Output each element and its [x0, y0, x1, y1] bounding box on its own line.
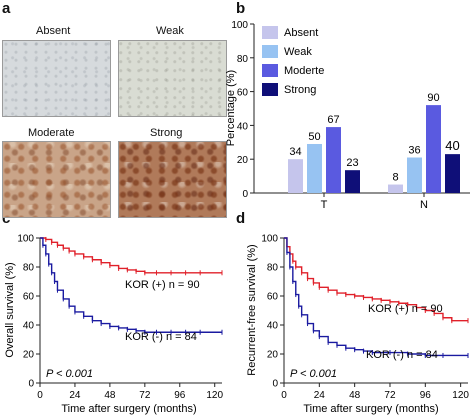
bar-data-label: 90	[427, 92, 439, 104]
bar-strong-n	[445, 154, 460, 193]
os-y-tick-label: 100	[17, 234, 34, 245]
bar-y-tick-label: 0	[242, 189, 248, 200]
micrograph-label-absent: Absent	[36, 25, 71, 37]
os-series-label-kor-positive: KOR (+) n = 90	[125, 279, 200, 291]
micrograph-label-weak: Weak	[156, 25, 184, 37]
rfs-y-tick-label: 40	[267, 321, 279, 332]
rfs-series-label-kor-negative: KOR (-) n = 84	[366, 349, 438, 361]
legend-swatch-strong	[262, 83, 278, 96]
os-p-value: P < 0.001	[46, 368, 93, 380]
micrograph-label-moderate: Moderate	[28, 127, 75, 139]
os-x-tick-label: 48	[104, 390, 116, 401]
bar-data-label: 8	[392, 172, 398, 184]
rfs-x-axis-label: Time after surgery (months)	[303, 403, 438, 415]
rfs-x-tick-label: 24	[314, 390, 326, 401]
bar-data-label: 40	[445, 138, 459, 153]
os-y-tick-label: 60	[23, 292, 35, 303]
bar-y-axis-label: Percentage (%)	[225, 70, 237, 146]
bar-weak-t	[307, 143, 322, 193]
panel-letter-b: b	[236, 0, 246, 17]
rfs-x-tick-label: 96	[420, 390, 432, 401]
rfs-p-value: P < 0.001	[290, 368, 337, 380]
bar-absent-n	[388, 184, 403, 193]
os-y-tick-label: 40	[23, 321, 35, 332]
rfs-x-tick-label: 120	[452, 390, 469, 401]
micrograph-absent	[2, 40, 111, 117]
micrograph-weak	[118, 40, 227, 117]
bar-y-tick-label: 60	[237, 88, 249, 99]
os-y-tick-label: 0	[28, 379, 34, 390]
bar-data-label: 34	[289, 146, 301, 158]
rfs-y-tick-label: 60	[267, 292, 279, 303]
bar-strong-t	[345, 170, 360, 193]
rfs-series-label-kor-positive: KOR (+) n = 90	[368, 303, 443, 315]
rfs-y-tick-label: 20	[267, 350, 279, 361]
legend-label-moderte: Moderte	[284, 65, 324, 77]
micrograph-moderate	[2, 141, 111, 218]
rfs-y-tick-label: 80	[267, 263, 279, 274]
os-y-tick-label: 80	[23, 263, 35, 274]
micrograph-label-strong: Strong	[150, 127, 183, 139]
legend-label-weak: Weak	[284, 46, 312, 58]
os-x-tick-label: 72	[139, 390, 151, 401]
bar-y-tick-label: 40	[237, 121, 249, 132]
bar-moderte-t	[326, 127, 341, 193]
legend-swatch-weak	[262, 45, 278, 58]
bar-weak-n	[407, 157, 422, 193]
bar-data-label: 23	[346, 157, 358, 169]
os-x-axis-label: Time after surgery (months)	[61, 403, 196, 415]
bar-data-label: 36	[408, 145, 420, 157]
bar-y-tick-label: 100	[231, 20, 248, 31]
bar-y-tick-label: 80	[237, 54, 249, 65]
panel-letter-c: c	[2, 210, 11, 227]
os-y-axis-label: Overall survival (%)	[4, 262, 16, 357]
os-x-tick-label: 120	[206, 390, 223, 401]
bar-data-label: 67	[327, 114, 339, 126]
bar-category-label: N	[420, 199, 428, 211]
legend-swatch-moderte	[262, 64, 278, 77]
bar-y-tick-label: 20	[237, 155, 249, 166]
bar-absent-t	[288, 159, 303, 193]
rfs-y-axis-label: Recurrent-free survival (%)	[246, 244, 258, 375]
panel-letter-a: a	[2, 0, 11, 17]
legend-swatch-absent	[262, 26, 278, 39]
panel-letter-d: d	[236, 210, 246, 227]
os-x-tick-label: 24	[69, 390, 81, 401]
os-x-tick-label: 96	[174, 390, 186, 401]
os-series-label-kor-negative: KOR (-) n = 84	[125, 331, 197, 343]
bar-category-label: T	[321, 199, 328, 211]
rfs-curve-kor-negative	[284, 237, 468, 357]
micrograph-strong	[118, 141, 227, 218]
rfs-x-tick-label: 0	[281, 390, 287, 401]
rfs-y-tick-label: 0	[272, 379, 278, 390]
rfs-x-tick-label: 48	[349, 390, 361, 401]
rfs-y-tick-label: 100	[261, 234, 278, 245]
bar-data-label: 50	[308, 131, 320, 143]
os-x-tick-label: 0	[37, 390, 43, 401]
legend-label-absent: Absent	[284, 27, 318, 39]
legend-label-strong: Strong	[284, 84, 316, 96]
bar-moderte-n	[426, 105, 441, 193]
os-y-tick-label: 20	[23, 350, 35, 361]
rfs-x-tick-label: 72	[384, 390, 396, 401]
